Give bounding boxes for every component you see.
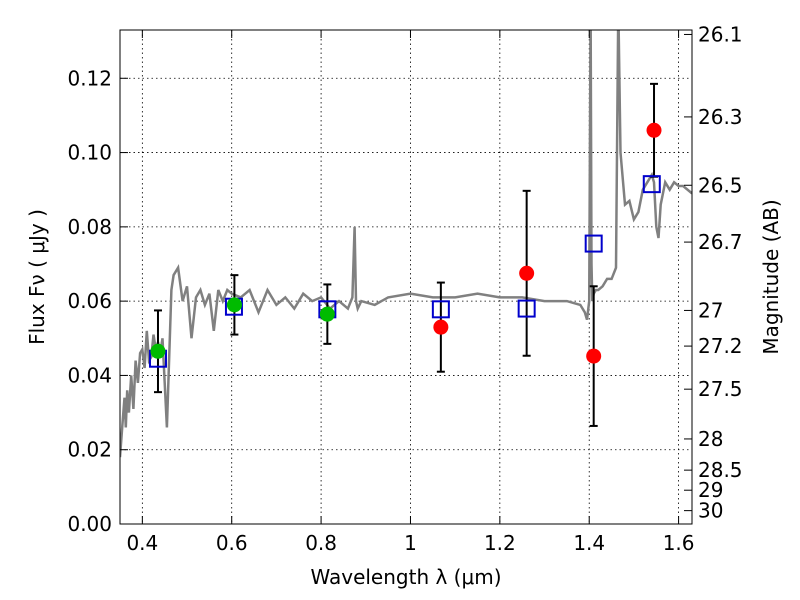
y-right-tick-label: 28.5 (698, 458, 743, 482)
y-tick-label: 0.04 (67, 363, 112, 387)
x-tick-label: 0.4 (126, 531, 158, 555)
y-right-tick-label: 26.3 (698, 105, 743, 129)
grid-lines (120, 30, 692, 525)
red-data-point (433, 319, 449, 335)
y-axis-right-label: Magnitude (AB) (759, 199, 783, 354)
error-bars (153, 82, 659, 427)
plot-frame (119, 29, 693, 525)
y-tick-label: 0.02 (67, 438, 112, 462)
y-right-tick-label: 26.5 (698, 173, 743, 197)
x-tick-label: 1.2 (484, 531, 516, 555)
model-photometry-point (642, 175, 661, 194)
model-photometry-point (431, 300, 450, 319)
y-right-tick-label: 26.7 (698, 230, 743, 254)
model-spectrum-line (120, 30, 692, 458)
y-axis-label: Flux Fν ( μJy ) (25, 209, 49, 345)
x-tick-label: 1 (404, 531, 417, 555)
x-axis-label: Wavelength λ (μm) (310, 565, 501, 589)
y-tick-label: 0.08 (67, 215, 112, 239)
axis-ticks: 0.4 0.6 0.8 1 1.2 1.4 1.6 0.00 0.02 0.04 0.06 0.08 0… (67, 22, 742, 555)
y-right-tick-label: 29 (698, 478, 723, 502)
y-tick-label: 0.10 (67, 141, 112, 165)
green-data-point (150, 343, 166, 359)
x-tick-label: 0.8 (305, 531, 337, 555)
y-tick-label: 0.12 (67, 66, 112, 90)
y-right-tick-label: 26.1 (698, 22, 743, 46)
green-data-point (226, 297, 242, 313)
green-data-point (319, 306, 335, 322)
y-tick-label: 0.06 (67, 289, 112, 313)
model-photometry-point (517, 299, 536, 318)
y-right-tick-label: 27 (698, 298, 723, 322)
x-tick-label: 0.6 (216, 531, 248, 555)
red-data-point (646, 122, 662, 138)
y-right-tick-label: 28 (698, 427, 723, 451)
red-data-point (586, 348, 602, 364)
x-tick-label: 1.4 (573, 531, 605, 555)
model-spectrum (120, 30, 692, 458)
y-tick-label: 0.00 (67, 512, 112, 536)
y-right-tick-label: 27.2 (698, 334, 743, 358)
y-right-tick-label: 30 (698, 499, 723, 523)
y-right-tick-label: 27.5 (698, 377, 743, 401)
data-points (148, 122, 662, 368)
x-tick-label: 1.6 (663, 531, 695, 555)
model-photometry-point (584, 234, 603, 253)
red-data-point (519, 265, 535, 281)
